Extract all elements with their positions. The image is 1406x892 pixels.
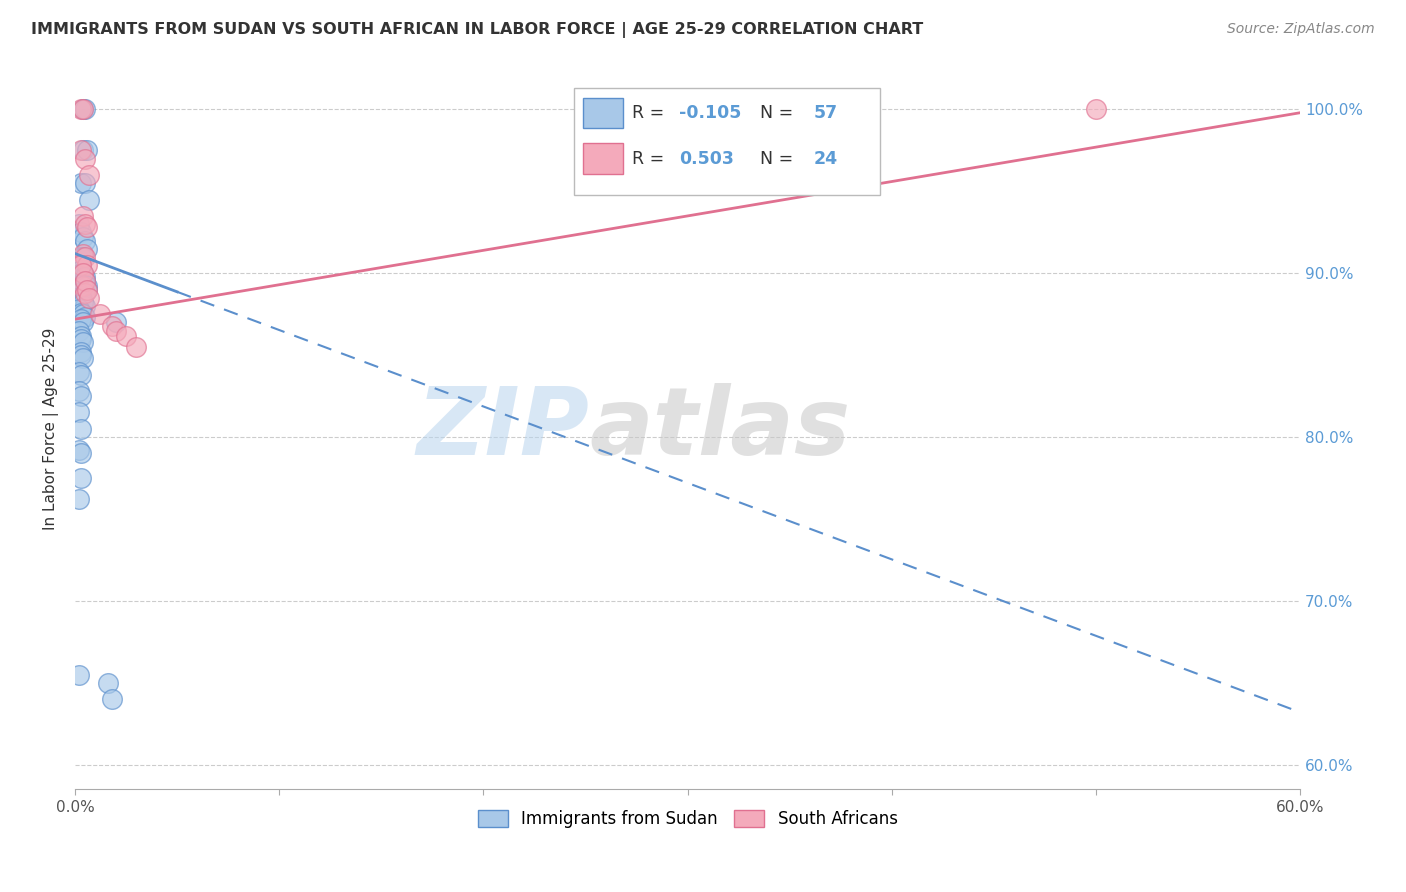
Point — [101, 692, 124, 706]
Text: R =: R = — [633, 150, 671, 168]
Point — [75, 275, 97, 289]
Point — [76, 279, 98, 293]
Point — [72, 144, 94, 158]
Point — [79, 193, 101, 207]
Point — [70, 266, 93, 280]
Point — [115, 328, 138, 343]
Point — [67, 667, 90, 681]
Point — [70, 258, 93, 272]
Point — [72, 246, 94, 260]
FancyBboxPatch shape — [583, 144, 623, 174]
Point — [72, 250, 94, 264]
Text: 57: 57 — [814, 104, 838, 122]
Legend: Immigrants from Sudan, South Africans: Immigrants from Sudan, South Africans — [471, 804, 904, 835]
Point — [72, 294, 94, 309]
Text: IMMIGRANTS FROM SUDAN VS SOUTH AFRICAN IN LABOR FORCE | AGE 25-29 CORRELATION CH: IMMIGRANTS FROM SUDAN VS SOUTH AFRICAN I… — [31, 22, 924, 38]
Point — [75, 103, 97, 117]
Point — [75, 269, 97, 284]
Text: 0.503: 0.503 — [679, 150, 734, 168]
Text: -0.105: -0.105 — [679, 104, 741, 122]
Point — [70, 422, 93, 436]
Text: N =: N = — [749, 150, 799, 168]
Point — [76, 144, 98, 158]
Point — [75, 217, 97, 231]
Point — [70, 291, 93, 305]
Text: R =: R = — [633, 104, 671, 122]
Point — [76, 220, 98, 235]
Point — [72, 230, 94, 244]
Point — [76, 258, 98, 272]
Point — [75, 277, 97, 292]
Text: 24: 24 — [814, 150, 838, 168]
Point — [70, 332, 93, 346]
Point — [79, 168, 101, 182]
Point — [67, 258, 90, 272]
Point — [72, 351, 94, 366]
Point — [75, 310, 97, 325]
Point — [79, 291, 101, 305]
Point — [72, 334, 94, 349]
Point — [70, 144, 93, 158]
Point — [70, 305, 93, 319]
Y-axis label: In Labor Force | Age 25-29: In Labor Force | Age 25-29 — [44, 327, 59, 530]
Point — [67, 324, 90, 338]
Point — [70, 312, 93, 326]
Text: Source: ZipAtlas.com: Source: ZipAtlas.com — [1227, 22, 1375, 37]
Point — [72, 103, 94, 117]
Point — [70, 225, 93, 239]
Point — [72, 307, 94, 321]
Point — [70, 471, 93, 485]
Point — [67, 302, 90, 317]
Text: ZIP: ZIP — [416, 383, 589, 475]
Point — [70, 250, 93, 264]
Point — [75, 275, 97, 289]
Point — [76, 283, 98, 297]
Point — [72, 269, 94, 284]
Point — [70, 263, 93, 277]
Point — [72, 315, 94, 329]
Point — [67, 443, 90, 458]
Point — [70, 348, 93, 362]
Point — [76, 242, 98, 256]
Point — [72, 266, 94, 280]
Point — [67, 217, 90, 231]
Point — [89, 307, 111, 321]
Point — [76, 283, 98, 297]
Point — [75, 152, 97, 166]
Point — [72, 279, 94, 293]
Point — [70, 103, 93, 117]
Point — [70, 446, 93, 460]
Point — [75, 250, 97, 264]
Point — [70, 176, 93, 190]
Point — [70, 289, 93, 303]
Point — [72, 295, 94, 310]
Point — [75, 234, 97, 248]
Point — [75, 285, 97, 300]
Point — [104, 315, 127, 329]
Point — [1084, 103, 1107, 117]
Point — [67, 405, 90, 419]
Point — [70, 368, 93, 382]
Point — [67, 492, 90, 507]
Point — [125, 340, 148, 354]
Point — [70, 344, 93, 359]
Point — [70, 328, 93, 343]
Point — [72, 209, 94, 223]
FancyBboxPatch shape — [583, 98, 623, 128]
Text: atlas: atlas — [589, 383, 851, 475]
Text: N =: N = — [749, 104, 799, 122]
Point — [97, 675, 120, 690]
Point — [67, 285, 90, 300]
Point — [67, 365, 90, 379]
Point — [72, 103, 94, 117]
Point — [104, 324, 127, 338]
Point — [75, 176, 97, 190]
Point — [67, 384, 90, 399]
Point — [75, 299, 97, 313]
Point — [70, 389, 93, 403]
Point — [72, 266, 94, 280]
FancyBboxPatch shape — [574, 88, 880, 194]
Point — [101, 318, 124, 333]
